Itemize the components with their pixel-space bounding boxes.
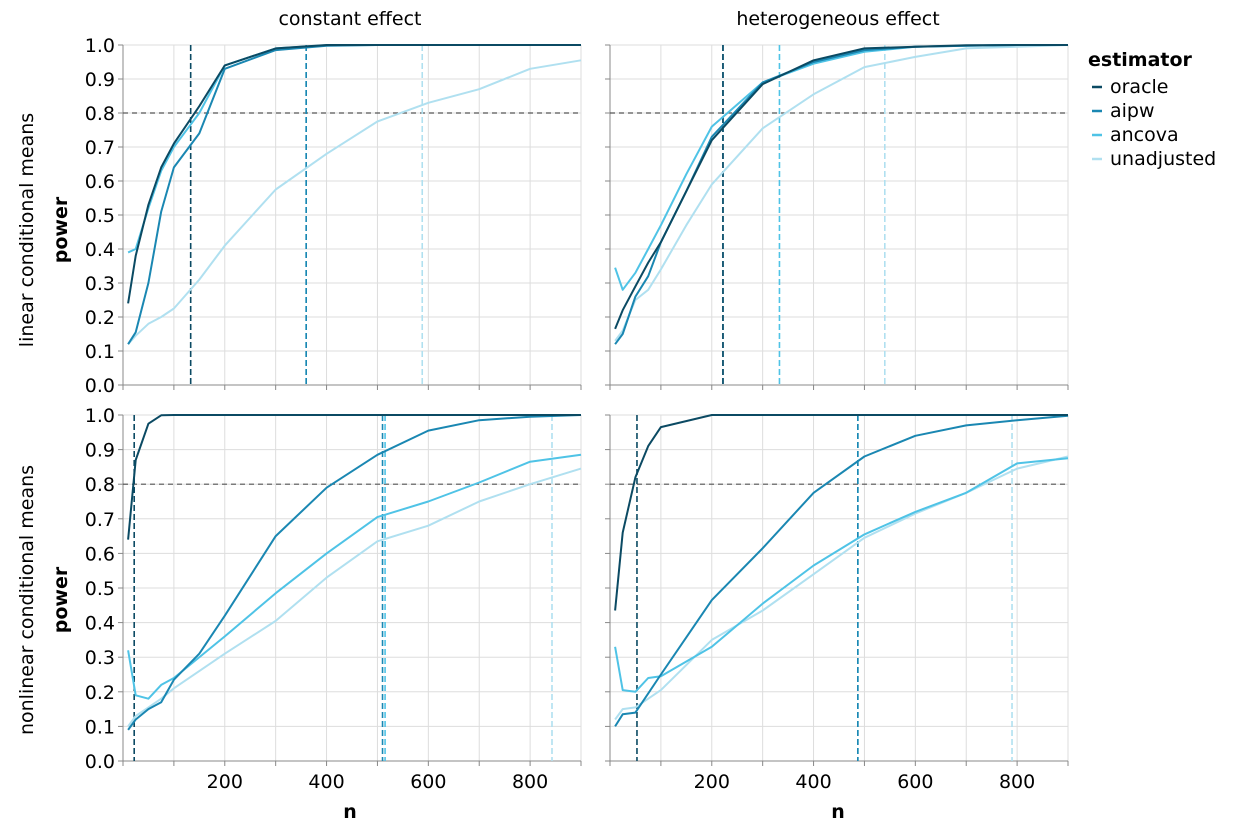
y-tick-label: 0.9 bbox=[85, 69, 115, 91]
y-axis-title-top: power bbox=[50, 196, 72, 263]
x-tick-label: 400 bbox=[795, 771, 831, 793]
x-tick-label: 800 bbox=[999, 771, 1035, 793]
legend-label-oracle: oracle bbox=[1110, 76, 1169, 98]
y-tick-label: 0.1 bbox=[85, 341, 115, 363]
y-tick-label: 0.3 bbox=[85, 647, 115, 669]
legend-label-ancova: ancova bbox=[1110, 124, 1179, 146]
x-tick-label: 600 bbox=[897, 771, 933, 793]
y-tick-label: 0.7 bbox=[85, 137, 115, 159]
y-tick-label: 0.8 bbox=[85, 474, 115, 496]
series-line-ancova bbox=[127, 453, 582, 700]
series-line-oracle bbox=[127, 414, 581, 540]
gridlines bbox=[609, 414, 1069, 762]
gridlines bbox=[122, 44, 582, 386]
legend-label-aipw: aipw bbox=[1110, 100, 1155, 122]
y-tick-label: 0.8 bbox=[85, 103, 115, 125]
x-tick-label: 200 bbox=[694, 771, 730, 793]
series-line-unadjusted bbox=[127, 467, 582, 727]
y-tick-label: 1.0 bbox=[85, 35, 115, 57]
gridlines bbox=[609, 44, 1069, 386]
panel-nonlinear-heterogeneous: 200 400 600 800 bbox=[605, 414, 1069, 793]
legend-title: estimator bbox=[1088, 49, 1193, 71]
series-line-unadjusted bbox=[614, 44, 1069, 342]
series-line-oracle bbox=[614, 414, 1068, 611]
x-tick-label: 600 bbox=[410, 771, 446, 793]
y-tick-label: 0.1 bbox=[85, 716, 115, 738]
gridlines bbox=[122, 414, 582, 762]
y-tick-label: 0.4 bbox=[85, 613, 115, 635]
series-line-ancova bbox=[614, 457, 1069, 693]
series-line-aipw bbox=[614, 414, 1069, 727]
series-line-unadjusted bbox=[127, 59, 582, 345]
y-tick-label: 0.6 bbox=[85, 543, 115, 565]
series-line-oracle bbox=[127, 44, 581, 304]
x-tick-label: 800 bbox=[512, 771, 548, 793]
y-tick-label: 1.0 bbox=[85, 405, 115, 427]
y-tick-label: 0.4 bbox=[85, 239, 115, 261]
y-tick-label: 0.5 bbox=[85, 205, 115, 227]
column-title-heterogeneous-effect: heterogeneous effect bbox=[736, 8, 939, 30]
x-tick-label: 200 bbox=[207, 771, 243, 793]
y-tick-label: 0.7 bbox=[85, 509, 115, 531]
series-line-aipw bbox=[127, 44, 581, 345]
y-axis-title-bottom: power bbox=[50, 566, 72, 633]
x-axis-title-right: n bbox=[831, 801, 845, 823]
series-line-oracle bbox=[614, 44, 1068, 330]
y-tick-label: 0.5 bbox=[85, 578, 115, 600]
y-tick-label: 0.3 bbox=[85, 273, 115, 295]
column-title-constant-effect: constant effect bbox=[278, 8, 421, 30]
y-tick-label: 0.0 bbox=[85, 751, 115, 773]
x-axis-title-left: n bbox=[343, 801, 357, 823]
y-tick-label: 0.0 bbox=[85, 375, 115, 397]
series-line-ancova bbox=[614, 44, 1068, 291]
panel-linear-heterogeneous bbox=[605, 44, 1069, 390]
row-title-nonlinear: nonlinear conditional means bbox=[16, 465, 38, 735]
series-line-aipw bbox=[127, 414, 582, 731]
y-tick-label: 0.6 bbox=[85, 171, 115, 193]
row-title-linear: linear conditional means bbox=[16, 113, 38, 347]
y-tick-label: 0.9 bbox=[85, 440, 115, 462]
x-tick-label: 400 bbox=[308, 771, 344, 793]
series-line-aipw bbox=[614, 44, 1068, 345]
y-tick-label: 0.2 bbox=[85, 307, 115, 329]
y-tick-label: 0.2 bbox=[85, 682, 115, 704]
panel-nonlinear-constant: 0.0 0.1 0.2 0.3 0.4 0.5 0.6 0.7 0.8 0.9 1.0 200 400 6… bbox=[85, 405, 582, 793]
panel-linear-constant: 0.0 0.1 0.2 0.3 0.4 0.5 0.6 0.7 0.8 0.9 1.0 bbox=[85, 35, 582, 397]
legend-label-unadjusted: unadjusted bbox=[1110, 148, 1216, 170]
